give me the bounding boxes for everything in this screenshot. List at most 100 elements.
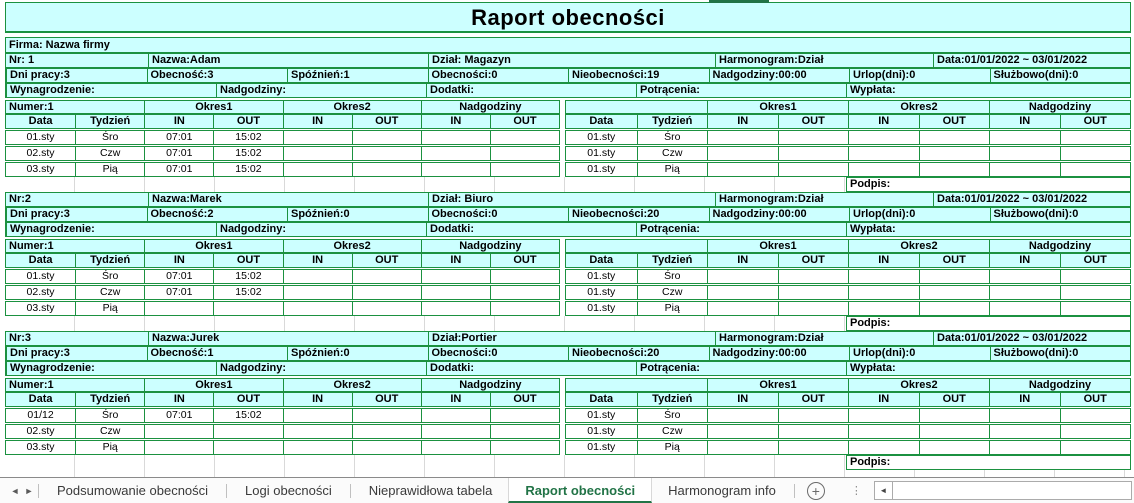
- column-header-tydzien[interactable]: Tydzień: [636, 393, 708, 406]
- cell-weekday[interactable]: Śro: [75, 131, 144, 144]
- cell-out[interactable]: [918, 163, 990, 176]
- stat-cell[interactable]: Nieobecności:20: [568, 208, 709, 221]
- pay-cell[interactable]: Wynagrodzenie:: [6, 84, 216, 97]
- cell-date[interactable]: 02.sty: [26, 147, 55, 159]
- stat-cell[interactable]: Nadgodziny:00:00: [708, 69, 850, 82]
- stat-cell[interactable]: Nadgodziny:00:00: [708, 347, 850, 360]
- cell-out[interactable]: [777, 409, 849, 422]
- cell-date[interactable]: 01.sty: [587, 302, 616, 314]
- cell-okres2[interactable]: Okres2: [848, 240, 989, 252]
- column-header-in[interactable]: IN: [848, 254, 919, 267]
- cell-in[interactable]: [144, 425, 213, 438]
- cell-in[interactable]: [848, 425, 919, 438]
- cell-empty[interactable]: [566, 101, 707, 113]
- cell-in[interactable]: [989, 409, 1060, 422]
- cell-out[interactable]: [351, 409, 421, 422]
- stat-cell[interactable]: Obecności:0: [427, 347, 569, 360]
- cell-in[interactable]: [707, 409, 778, 422]
- cell-nadgodziny[interactable]: Nadgodziny: [420, 240, 559, 252]
- column-header-data[interactable]: Data: [589, 115, 614, 127]
- cell-dzial[interactable]: Dział: Magazyn: [428, 54, 715, 67]
- signature-cell[interactable]: Podpis:: [846, 455, 1131, 470]
- column-header-in[interactable]: IN: [420, 254, 490, 267]
- cell-out[interactable]: 15:02: [213, 286, 282, 299]
- cell-in[interactable]: 07:01: [144, 409, 213, 422]
- pay-cell[interactable]: Potrącenia:: [636, 223, 846, 236]
- sheet-nav-right-icon[interactable]: ►: [24, 485, 34, 496]
- cell-in[interactable]: [282, 147, 352, 160]
- cell-data-range[interactable]: Data:01/01/2022 ~ 03/01/2022: [933, 332, 1130, 345]
- cell-nazwa[interactable]: Nazwa:Marek: [148, 193, 428, 206]
- cell-in[interactable]: [420, 270, 490, 283]
- column-header-in[interactable]: IN: [707, 115, 778, 128]
- column-header-out[interactable]: OUT: [351, 393, 421, 406]
- column-header-data[interactable]: Data: [589, 254, 614, 266]
- sheet-nav-left-icon[interactable]: ◄: [10, 485, 20, 496]
- cell-in[interactable]: [282, 163, 352, 176]
- cell-okres2[interactable]: Okres2: [282, 379, 421, 391]
- pay-cell[interactable]: Nadgodziny:: [216, 84, 426, 97]
- cell-in[interactable]: [707, 286, 778, 299]
- stat-cell[interactable]: Spóźnień:1: [287, 69, 428, 82]
- cell-nazwa[interactable]: Nazwa:Adam: [148, 54, 428, 67]
- column-header-in[interactable]: IN: [144, 393, 213, 406]
- column-header-out[interactable]: OUT: [777, 254, 849, 267]
- cell-weekday[interactable]: Czw: [75, 147, 144, 160]
- cell-in[interactable]: [707, 425, 778, 438]
- cell-in[interactable]: [282, 425, 352, 438]
- cell-out[interactable]: [1059, 409, 1131, 422]
- cell-in[interactable]: [144, 441, 213, 454]
- cell-in[interactable]: [848, 302, 919, 315]
- cell-out[interactable]: [213, 441, 282, 454]
- cell-date[interactable]: 03.sty: [26, 441, 55, 453]
- cell-okres1[interactable]: Okres1: [707, 240, 848, 252]
- cell-in[interactable]: [707, 441, 778, 454]
- cell-date[interactable]: 01.sty: [26, 270, 55, 282]
- cell-out[interactable]: [1059, 302, 1131, 315]
- cell-in[interactable]: [989, 302, 1060, 315]
- column-header-tydzien[interactable]: Tydzień: [75, 254, 144, 267]
- cell-nr[interactable]: Nr:2: [9, 193, 32, 205]
- column-header-in[interactable]: IN: [144, 254, 213, 267]
- stat-cell[interactable]: Obecności:0: [427, 69, 569, 82]
- cell-out[interactable]: [1059, 131, 1131, 144]
- cell-in[interactable]: [707, 163, 778, 176]
- sheet-tab-harmonogram-info[interactable]: Harmonogram info: [668, 483, 776, 498]
- stat-cell[interactable]: Spóźnień:0: [287, 347, 428, 360]
- cell-out[interactable]: [351, 163, 421, 176]
- column-header-out[interactable]: OUT: [351, 254, 421, 267]
- cell-okres2[interactable]: Okres2: [848, 379, 989, 391]
- cell-in[interactable]: 07:01: [144, 270, 213, 283]
- pay-cell[interactable]: Wynagrodzenie:: [6, 223, 216, 236]
- stat-cell[interactable]: Spóźnień:0: [287, 208, 428, 221]
- cell-in[interactable]: [144, 302, 213, 315]
- cell-out[interactable]: [351, 270, 421, 283]
- scroll-left-icon[interactable]: ◄: [875, 482, 893, 499]
- stat-cell[interactable]: Urlop(dni):0: [849, 69, 990, 82]
- pay-cell[interactable]: Dodatki:: [426, 84, 636, 97]
- cell-in[interactable]: [420, 302, 490, 315]
- cell-out[interactable]: [777, 425, 849, 438]
- cell-weekday[interactable]: Pią: [75, 302, 144, 315]
- cell-out[interactable]: [918, 302, 990, 315]
- cell-out[interactable]: 15:02: [213, 270, 282, 283]
- pay-cell[interactable]: Wypłata:: [846, 223, 1130, 236]
- stat-cell[interactable]: Obecność:1: [146, 347, 288, 360]
- cell-in[interactable]: 07:01: [144, 147, 213, 160]
- cell-nazwa[interactable]: Nazwa:Jurek: [148, 332, 428, 345]
- cell-numer[interactable]: Numer:1: [9, 240, 54, 252]
- cell-in[interactable]: [707, 302, 778, 315]
- cell-out[interactable]: [351, 286, 421, 299]
- cell-out[interactable]: [1059, 441, 1131, 454]
- cell-nadgodziny[interactable]: Nadgodziny: [989, 101, 1130, 113]
- column-header-out[interactable]: OUT: [1059, 393, 1131, 406]
- cell-date[interactable]: 01/12: [27, 409, 54, 421]
- cell-in[interactable]: 07:01: [144, 163, 213, 176]
- cell-in[interactable]: [282, 286, 352, 299]
- cell-in[interactable]: [707, 270, 778, 283]
- cell-out[interactable]: [777, 270, 849, 283]
- cell-weekday[interactable]: Śro: [636, 131, 708, 144]
- pay-cell[interactable]: Dodatki:: [426, 223, 636, 236]
- stat-cell[interactable]: Służbowo(dni):0: [989, 208, 1131, 221]
- cell-weekday[interactable]: Śro: [636, 409, 708, 422]
